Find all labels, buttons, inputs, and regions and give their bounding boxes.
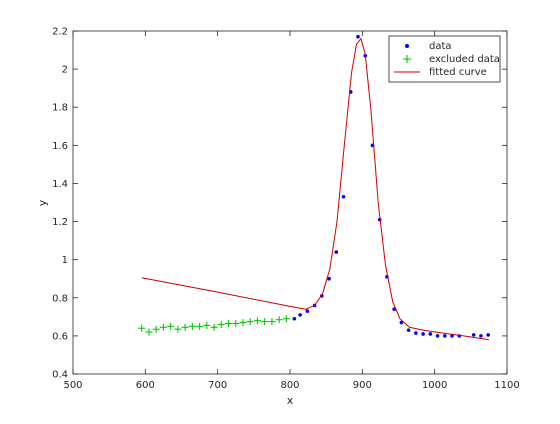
data-point <box>406 328 411 332</box>
y-tick-label: 2 <box>62 65 68 76</box>
excluded-data-point <box>217 320 225 328</box>
excluded-data-point <box>152 325 160 333</box>
legend-marker-excluded <box>403 55 411 63</box>
data-point <box>341 194 346 199</box>
y-tick-label: 1 <box>62 255 68 266</box>
data-point <box>327 276 331 281</box>
data-point <box>421 332 425 336</box>
x-tick-label: 1100 <box>494 380 519 391</box>
excluded-data-point <box>188 322 196 330</box>
data-point <box>298 313 302 317</box>
x-ticks: 500 600 700 800 900 1000 1100 <box>63 31 520 391</box>
excluded-data-point <box>282 315 290 323</box>
excluded-data-point <box>174 325 182 333</box>
x-tick-label: 900 <box>353 380 372 391</box>
excluded-data-point <box>145 328 153 336</box>
fitted-curve-line <box>141 37 489 341</box>
y-tick-label: 1.2 <box>52 217 68 228</box>
excluded-data-point <box>246 318 254 326</box>
legend-label-excluded: excluded data <box>429 54 500 65</box>
x-tick-label: 1000 <box>422 380 447 391</box>
y-tick-label: 0.8 <box>52 293 68 304</box>
y-tick-label: 1.4 <box>52 179 68 190</box>
legend-label-data: data <box>429 41 452 52</box>
excluded-data-point <box>268 318 276 326</box>
data-point <box>334 250 339 254</box>
excluded-data-point <box>275 316 283 324</box>
excluded-data-point <box>181 323 189 331</box>
excluded-data-point <box>210 323 218 331</box>
plot-area <box>73 31 507 374</box>
series-layer <box>138 34 490 341</box>
data-point <box>428 332 433 336</box>
data-point <box>305 309 310 313</box>
excluded-data-point <box>159 323 167 331</box>
data-point <box>471 333 476 337</box>
x-tick-label: 700 <box>208 380 227 391</box>
data-point <box>486 333 490 337</box>
excluded-data-point <box>196 322 204 330</box>
legend-marker-data <box>405 44 409 48</box>
data-point <box>450 334 454 338</box>
y-tick-label: 0.6 <box>52 331 68 342</box>
excluded-data-point <box>239 319 247 327</box>
data-point <box>356 34 360 39</box>
excluded-data-point <box>253 317 261 325</box>
x-tick-label: 800 <box>280 380 299 391</box>
y-axis-label: y <box>36 199 49 206</box>
excluded-data-point <box>167 322 175 330</box>
excluded-data-point <box>225 320 233 328</box>
excluded-data-point <box>138 324 146 332</box>
excluded-data-point <box>232 320 240 328</box>
data-point <box>435 334 440 338</box>
data-point <box>414 331 418 335</box>
data-point <box>442 334 447 338</box>
legend: data excluded data fitted curve <box>388 35 501 83</box>
y-tick-label: 2.2 <box>52 27 68 38</box>
excluded-data-point <box>261 318 269 326</box>
excluded-data-point <box>203 321 211 329</box>
x-axis-label: x <box>287 394 294 407</box>
y-tick-label: 0.4 <box>52 370 68 381</box>
plot-frame <box>72 30 508 375</box>
legend-label-fit: fitted curve <box>429 67 487 78</box>
x-tick-label: 600 <box>136 380 155 391</box>
data-point <box>292 316 297 321</box>
y-tick-label: 1.6 <box>52 141 68 152</box>
data-point <box>479 334 483 338</box>
data-point <box>399 320 404 325</box>
y-tick-label: 1.8 <box>52 103 68 114</box>
x-tick-label: 500 <box>63 380 82 391</box>
